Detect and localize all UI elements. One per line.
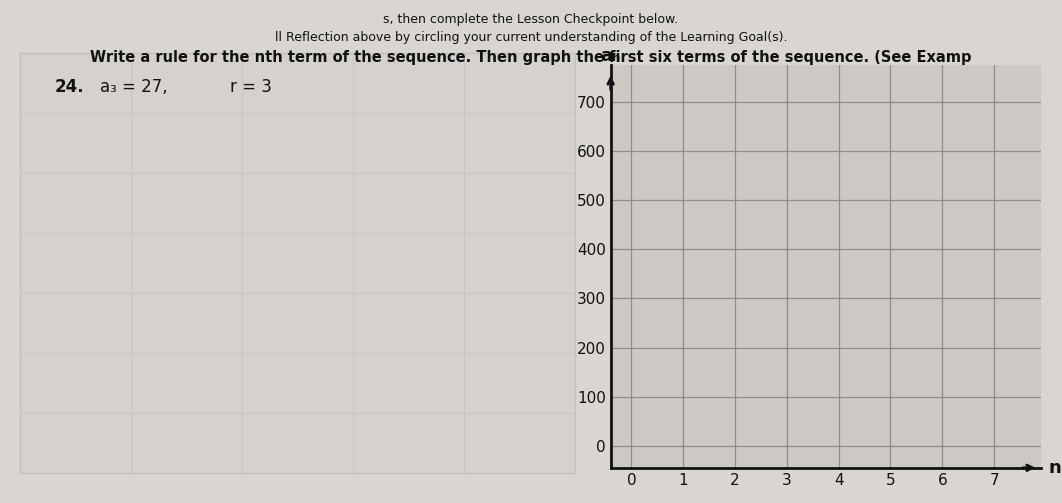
Bar	[20, 53, 575, 473]
Text: n: n	[1048, 459, 1061, 477]
Text: ll Reflection above by circling your current understanding of the Learning Goal(: ll Reflection above by circling your cur…	[275, 31, 787, 44]
Text: 24.: 24.	[55, 78, 85, 96]
Text: r = 3: r = 3	[230, 78, 272, 96]
Text: aₙ: aₙ	[600, 47, 621, 65]
Text: Write a rule for the nth term of the sequence. Then graph the first six terms of: Write a rule for the nth term of the seq…	[90, 50, 972, 65]
Text: a₃ = 27,: a₃ = 27,	[100, 78, 168, 96]
Text: s, then complete the Lesson Checkpoint below.: s, then complete the Lesson Checkpoint b…	[383, 13, 679, 26]
